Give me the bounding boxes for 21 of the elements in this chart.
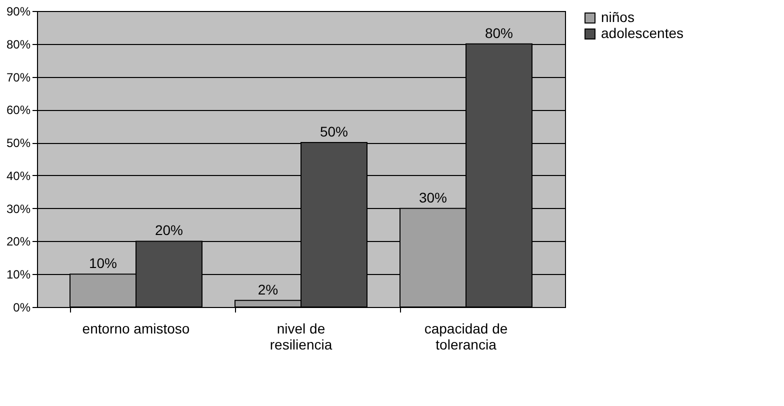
y-tick-label: 50% [6,136,31,150]
y-tick-label: 70% [6,70,31,84]
legend-label: niños [601,9,634,25]
y-tick-label: 10% [6,268,31,282]
y-tick-label: 30% [6,202,31,216]
data-label: 10% [88,255,118,272]
x-tick-label: capacidad de tolerancia [424,320,508,352]
y-tick-label: 20% [6,234,31,249]
data-label: 20% [154,222,184,238]
y-tick-label: 80% [6,37,31,52]
data-label: 2% [258,281,278,298]
x-tick-label: entorno amistoso [82,320,190,336]
legend-label: adolescentes [601,25,684,41]
x-tick-label: nivel de resiliencia [270,320,332,352]
data-label: 30% [418,189,448,206]
y-tick-label: 0% [13,300,31,314]
data-label: 50% [320,124,348,140]
data-label: 80% [484,24,514,41]
y-tick-label: 60% [6,103,31,118]
y-tick-label: 40% [6,168,31,183]
y-tick-label: 90% [6,4,31,18]
